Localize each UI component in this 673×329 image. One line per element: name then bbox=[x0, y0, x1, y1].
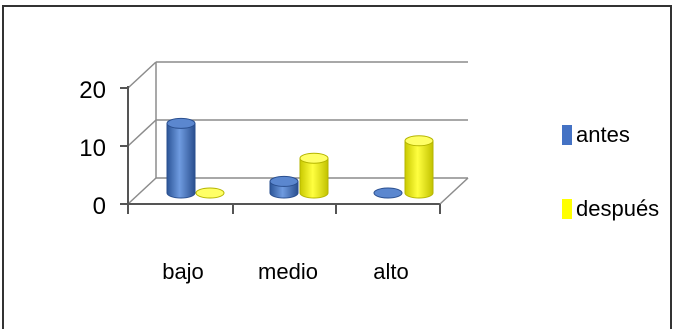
gridline-side bbox=[127, 177, 157, 205]
bar-despues-alto bbox=[404, 140, 434, 199]
y-tick-label: 20 bbox=[79, 77, 106, 104]
bar-top-antes-bajo bbox=[166, 117, 196, 129]
bar-despues-medio bbox=[299, 157, 329, 199]
y-tick-label: 0 bbox=[93, 193, 106, 220]
floor-edge bbox=[439, 177, 469, 205]
bar-top-antes-alto bbox=[373, 187, 403, 199]
gridline-side bbox=[127, 119, 157, 147]
bars-group bbox=[166, 117, 434, 199]
category-label-alto: alto bbox=[373, 259, 408, 284]
bar-top-despues-bajo bbox=[195, 187, 225, 199]
bar-top-despues-alto bbox=[404, 135, 434, 147]
bar-top-despues-medio bbox=[299, 152, 329, 164]
legend-label-despues: después bbox=[576, 196, 659, 221]
bar-antes-bajo bbox=[166, 122, 196, 199]
chart-walls bbox=[120, 61, 469, 214]
legend-swatch-despues bbox=[562, 199, 572, 219]
category-label-medio: medio bbox=[258, 259, 318, 284]
legend-swatch-antes bbox=[562, 125, 572, 145]
y-tick-label: 10 bbox=[79, 135, 106, 162]
bar-top-antes-medio bbox=[269, 175, 299, 187]
gridline-side bbox=[127, 61, 157, 89]
category-label-bajo: bajo bbox=[162, 259, 204, 284]
legend-label-antes: antes bbox=[576, 122, 630, 147]
chart-frame bbox=[2, 5, 672, 329]
